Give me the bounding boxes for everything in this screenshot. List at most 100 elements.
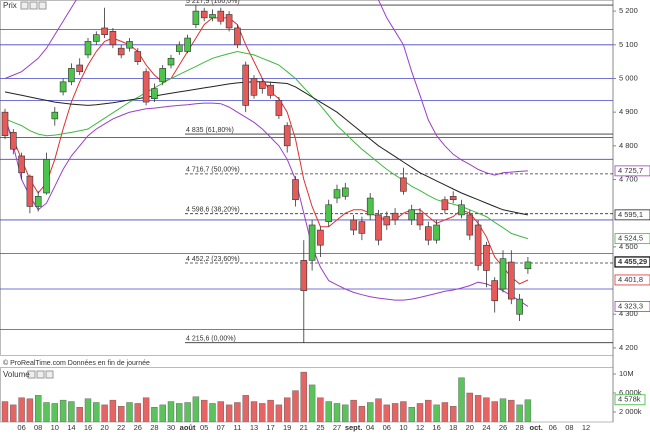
candle-body xyxy=(400,177,407,192)
axes: 5 200 5 100 5 000 4 900 4 800 4 700 4 500 4 300… xyxy=(17,6,650,432)
toolbar-icon[interactable] xyxy=(27,370,36,379)
volume-bar xyxy=(458,377,465,422)
volume-bar xyxy=(259,403,266,422)
candle-body xyxy=(68,68,75,83)
candle-body xyxy=(350,219,357,231)
volume-bar xyxy=(275,404,283,422)
x-tick-label: 28 xyxy=(515,423,523,432)
candle-body xyxy=(524,261,532,270)
volume-bar xyxy=(234,402,241,422)
candle-body xyxy=(134,51,142,62)
y-tick-label: 4 200 xyxy=(619,343,638,352)
volume-bar xyxy=(284,397,291,422)
price-title: Prix xyxy=(3,1,17,10)
volume-bar xyxy=(425,399,432,422)
volume-bar xyxy=(134,403,142,422)
x-tick-label: 16 xyxy=(432,423,440,432)
x-tick-label: 08 xyxy=(565,423,573,432)
candle-body xyxy=(507,261,515,300)
source-note: © ProRealTime.com Données en fin de jour… xyxy=(3,359,150,367)
candle-body xyxy=(84,41,92,56)
candle-body xyxy=(366,197,374,216)
volume-bar xyxy=(26,398,34,422)
volume-bar xyxy=(18,397,25,422)
candle-body xyxy=(76,64,83,73)
volume-bar xyxy=(416,403,424,422)
volume-bar xyxy=(400,401,407,422)
volume-bar xyxy=(76,407,83,422)
indicator-line xyxy=(4,102,529,307)
volume-bar xyxy=(508,399,515,422)
y-tick-label: 4 800 xyxy=(619,141,638,150)
x-tick-label: 24 xyxy=(482,423,490,432)
candle-body xyxy=(267,84,274,96)
candle-body xyxy=(1,111,9,137)
x-tick-label: 25 xyxy=(316,423,324,432)
volume-bar xyxy=(1,401,9,422)
volume-bar xyxy=(117,406,125,422)
x-tick-label: 07 xyxy=(217,423,225,432)
volume-bar xyxy=(142,397,150,422)
candle-body xyxy=(317,229,324,246)
toolbar-icon[interactable] xyxy=(36,370,45,379)
volume-bar xyxy=(209,403,216,422)
toolbar-icon[interactable] xyxy=(29,1,38,10)
candle-body xyxy=(308,224,316,261)
volume-bar xyxy=(217,401,225,422)
x-tick-label: 08 xyxy=(34,423,42,432)
volume-bar xyxy=(167,401,175,422)
volume-bar xyxy=(126,402,133,422)
indicator-line xyxy=(4,81,529,216)
volume-tag: 4 578k xyxy=(618,395,641,404)
volume-bar xyxy=(433,404,440,422)
candle-body xyxy=(258,81,266,89)
y-tick-label: 4 500 xyxy=(619,242,638,251)
x-tick-label: 27 xyxy=(333,423,341,432)
candle-body xyxy=(491,280,499,302)
x-tick-label: 13 xyxy=(250,423,258,432)
volume-bar xyxy=(184,402,191,422)
toolbar-icon[interactable] xyxy=(20,1,29,10)
x-tick-label: 18 xyxy=(449,423,457,432)
price-tag: 4 725,7 xyxy=(618,166,643,175)
volume-bar xyxy=(84,398,92,422)
candle-body xyxy=(18,155,25,174)
x-tick-label: 12 xyxy=(582,423,590,432)
y-tick-label: 10M xyxy=(619,369,634,378)
indicator-line xyxy=(4,50,529,240)
toolbar-icon[interactable] xyxy=(38,1,47,10)
candle-body xyxy=(142,71,150,103)
y-tick-label: 4 300 xyxy=(619,309,638,318)
candle-body xyxy=(341,187,349,197)
price-toolbar xyxy=(20,1,47,10)
y-tick-label: 2 000k xyxy=(619,407,642,416)
candle-body xyxy=(200,10,208,19)
close-tag-box xyxy=(614,256,650,268)
volume-bar xyxy=(176,403,183,422)
candle-body xyxy=(109,31,117,46)
candle-body xyxy=(250,78,258,96)
volume-bar xyxy=(350,399,357,422)
candle-body xyxy=(159,68,166,83)
toolbar-icon[interactable] xyxy=(45,370,54,379)
volume-bar xyxy=(10,404,17,422)
y-tick-label: 6 000k xyxy=(619,388,642,397)
volume-bar xyxy=(250,401,258,422)
indicator-line xyxy=(4,17,529,285)
price-tag: 4 401,8 xyxy=(618,275,643,284)
candle-body xyxy=(408,209,416,221)
candle-body xyxy=(458,204,465,216)
candle-body xyxy=(441,199,449,211)
x-tick-label: 14 xyxy=(67,423,75,432)
price-tag-box xyxy=(614,165,650,177)
candle-body xyxy=(433,224,440,241)
x-tick-label: 26 xyxy=(499,423,507,432)
candle-body xyxy=(325,204,333,222)
volume-bar xyxy=(375,398,382,422)
volume-bar xyxy=(59,399,67,422)
candle-body xyxy=(375,214,382,241)
candle-body xyxy=(391,212,399,221)
candle-body xyxy=(93,34,100,42)
volume-bar xyxy=(450,406,457,422)
candle-body xyxy=(101,27,108,35)
